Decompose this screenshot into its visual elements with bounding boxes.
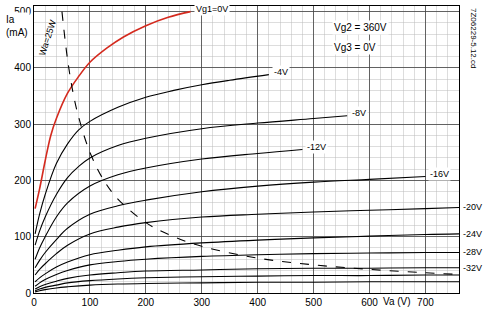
- svg-text:400: 400: [14, 62, 31, 73]
- svg-text:-20V: -20V: [463, 202, 482, 212]
- svg-text:7Z06229-5.12.cd: 7Z06229-5.12.cd: [469, 8, 478, 69]
- svg-text:-28V: -28V: [463, 247, 482, 257]
- svg-text:-24V: -24V: [463, 229, 482, 239]
- svg-text:Ia(mA): Ia(mA): [6, 14, 28, 38]
- svg-text:100: 100: [14, 231, 31, 242]
- svg-text:200: 200: [137, 297, 154, 308]
- svg-text:-8V: -8V: [352, 108, 366, 118]
- svg-text:500: 500: [305, 297, 322, 308]
- svg-text:Vg3 = 0V: Vg3 = 0V: [334, 42, 376, 53]
- svg-text:Va (V): Va (V): [383, 296, 411, 307]
- svg-text:700: 700: [417, 297, 434, 308]
- svg-text:600: 600: [361, 297, 378, 308]
- svg-text:Vg1=0V: Vg1=0V: [196, 4, 228, 14]
- svg-text:-4V: -4V: [274, 67, 288, 77]
- svg-text:-32V: -32V: [463, 263, 482, 273]
- svg-text:100: 100: [82, 297, 99, 308]
- svg-text:-12V: -12V: [307, 142, 326, 152]
- svg-text:300: 300: [193, 297, 210, 308]
- svg-text:200: 200: [14, 175, 31, 186]
- svg-text:Wa=25W: Wa=25W: [37, 18, 58, 57]
- svg-text:500: 500: [14, 6, 31, 17]
- svg-text:Vg2 = 360V: Vg2 = 360V: [334, 22, 387, 33]
- svg-text:0: 0: [25, 288, 31, 299]
- svg-text:400: 400: [249, 297, 266, 308]
- svg-text:300: 300: [14, 119, 31, 130]
- svg-text:-16V: -16V: [430, 169, 449, 179]
- svg-text:0: 0: [31, 297, 37, 308]
